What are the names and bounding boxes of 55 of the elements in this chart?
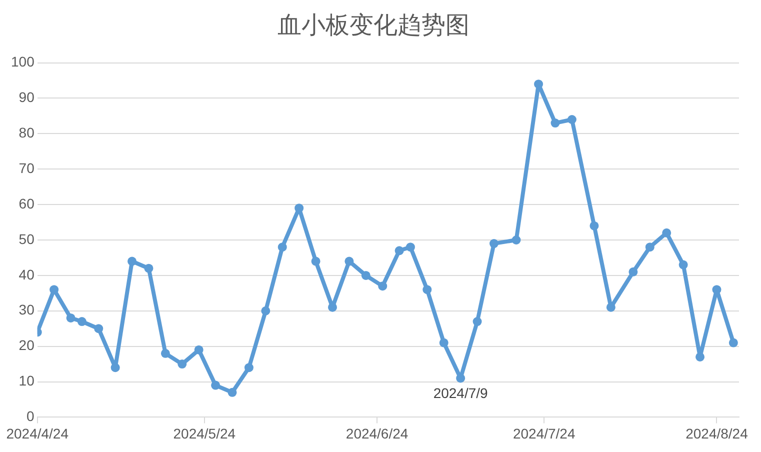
point — [590, 221, 599, 230]
point — [261, 306, 270, 316]
point — [244, 363, 254, 372]
point — [422, 285, 432, 294]
point — [344, 256, 354, 266]
point — [128, 256, 137, 266]
chart-title: 血小板变化趋势图 — [278, 12, 470, 40]
point — [678, 260, 688, 270]
point — [406, 242, 415, 252]
point — [696, 352, 705, 362]
y-tick-label: 10 — [18, 372, 35, 389]
point — [178, 360, 187, 369]
y-tick-label: 70 — [18, 160, 35, 176]
point — [311, 256, 320, 266]
y-tick-label: 60 — [18, 195, 35, 212]
point — [728, 338, 738, 348]
point — [77, 317, 86, 326]
y-tick-label: 50 — [18, 230, 35, 247]
point — [550, 118, 560, 128]
x-tick-label: 2024/6/24 — [346, 425, 408, 442]
y-tick-label: 40 — [18, 266, 35, 282]
y-tick-label: 0 — [26, 408, 35, 424]
point — [160, 348, 170, 358]
point — [456, 374, 466, 383]
y-tick-label: 20 — [18, 337, 35, 354]
annotation: 2024/7/9 — [433, 385, 488, 402]
point — [66, 313, 76, 322]
point — [94, 324, 104, 334]
x-tick-label: 2024/5/24 — [173, 425, 236, 442]
point — [394, 246, 404, 256]
y-tick-label: 30 — [18, 302, 35, 318]
point — [512, 236, 521, 244]
point — [472, 317, 482, 326]
point — [110, 363, 120, 372]
point — [378, 282, 388, 291]
point — [489, 239, 498, 248]
point — [278, 242, 287, 252]
point — [439, 338, 448, 348]
x-tick-label: 2024/8/24 — [686, 425, 748, 442]
point — [645, 242, 654, 252]
point — [228, 388, 237, 397]
x-tick-label: 2024/4/24 — [6, 425, 69, 442]
point — [606, 302, 616, 312]
point — [144, 264, 154, 273]
point — [662, 228, 672, 238]
point — [361, 270, 370, 280]
x-tick-label: 2024/7/24 — [512, 425, 576, 442]
point — [534, 80, 544, 89]
point — [211, 380, 220, 390]
y-tick-label: 90 — [18, 89, 35, 106]
point — [628, 267, 638, 276]
y-tick-label: 100 — [11, 54, 35, 70]
point — [567, 115, 576, 124]
y-tick-label: 80 — [18, 124, 35, 141]
point — [194, 345, 204, 354]
